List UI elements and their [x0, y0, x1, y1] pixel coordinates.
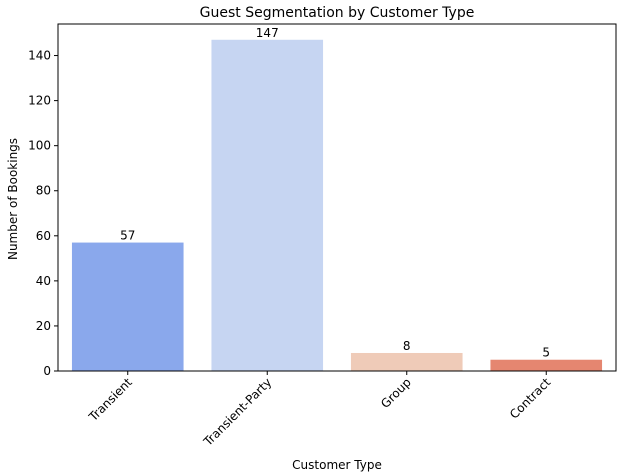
y-axis: 0 20 40 60 80 100 120 140 [28, 49, 58, 378]
x-axis-title: Customer Type [292, 458, 382, 472]
x-tick-label: Transient [86, 375, 136, 425]
data-label: 57 [120, 229, 135, 243]
bar-transient-party [211, 39, 324, 371]
plot-frame [57, 23, 617, 372]
bar-group [350, 352, 463, 371]
y-tick-label: 0 [43, 364, 51, 378]
bars-group [71, 39, 603, 371]
data-label: 147 [256, 26, 279, 40]
bar-contract [490, 359, 603, 371]
x-axis: Transient Transient-Party Group Contract [86, 371, 554, 449]
y-tick-label: 40 [36, 274, 51, 288]
y-tick-label: 20 [36, 319, 51, 333]
data-labels-group: 57 147 8 5 [120, 26, 550, 360]
y-tick-label: 140 [28, 49, 51, 63]
y-tick-label: 100 [28, 139, 51, 153]
y-tick-label: 60 [36, 229, 51, 243]
y-tick-label: 80 [36, 184, 51, 198]
bar-transient [71, 242, 184, 371]
data-label: 8 [403, 339, 411, 353]
chart-title: Guest Segmentation by Customer Type [200, 5, 475, 21]
y-axis-title: Number of Bookings [6, 138, 20, 260]
x-tick-label: Transient-Party [200, 375, 274, 449]
x-tick-label: Group [378, 375, 414, 411]
data-label: 5 [542, 346, 550, 360]
x-tick-label: Contract [507, 375, 554, 422]
y-tick-label: 120 [28, 94, 51, 108]
